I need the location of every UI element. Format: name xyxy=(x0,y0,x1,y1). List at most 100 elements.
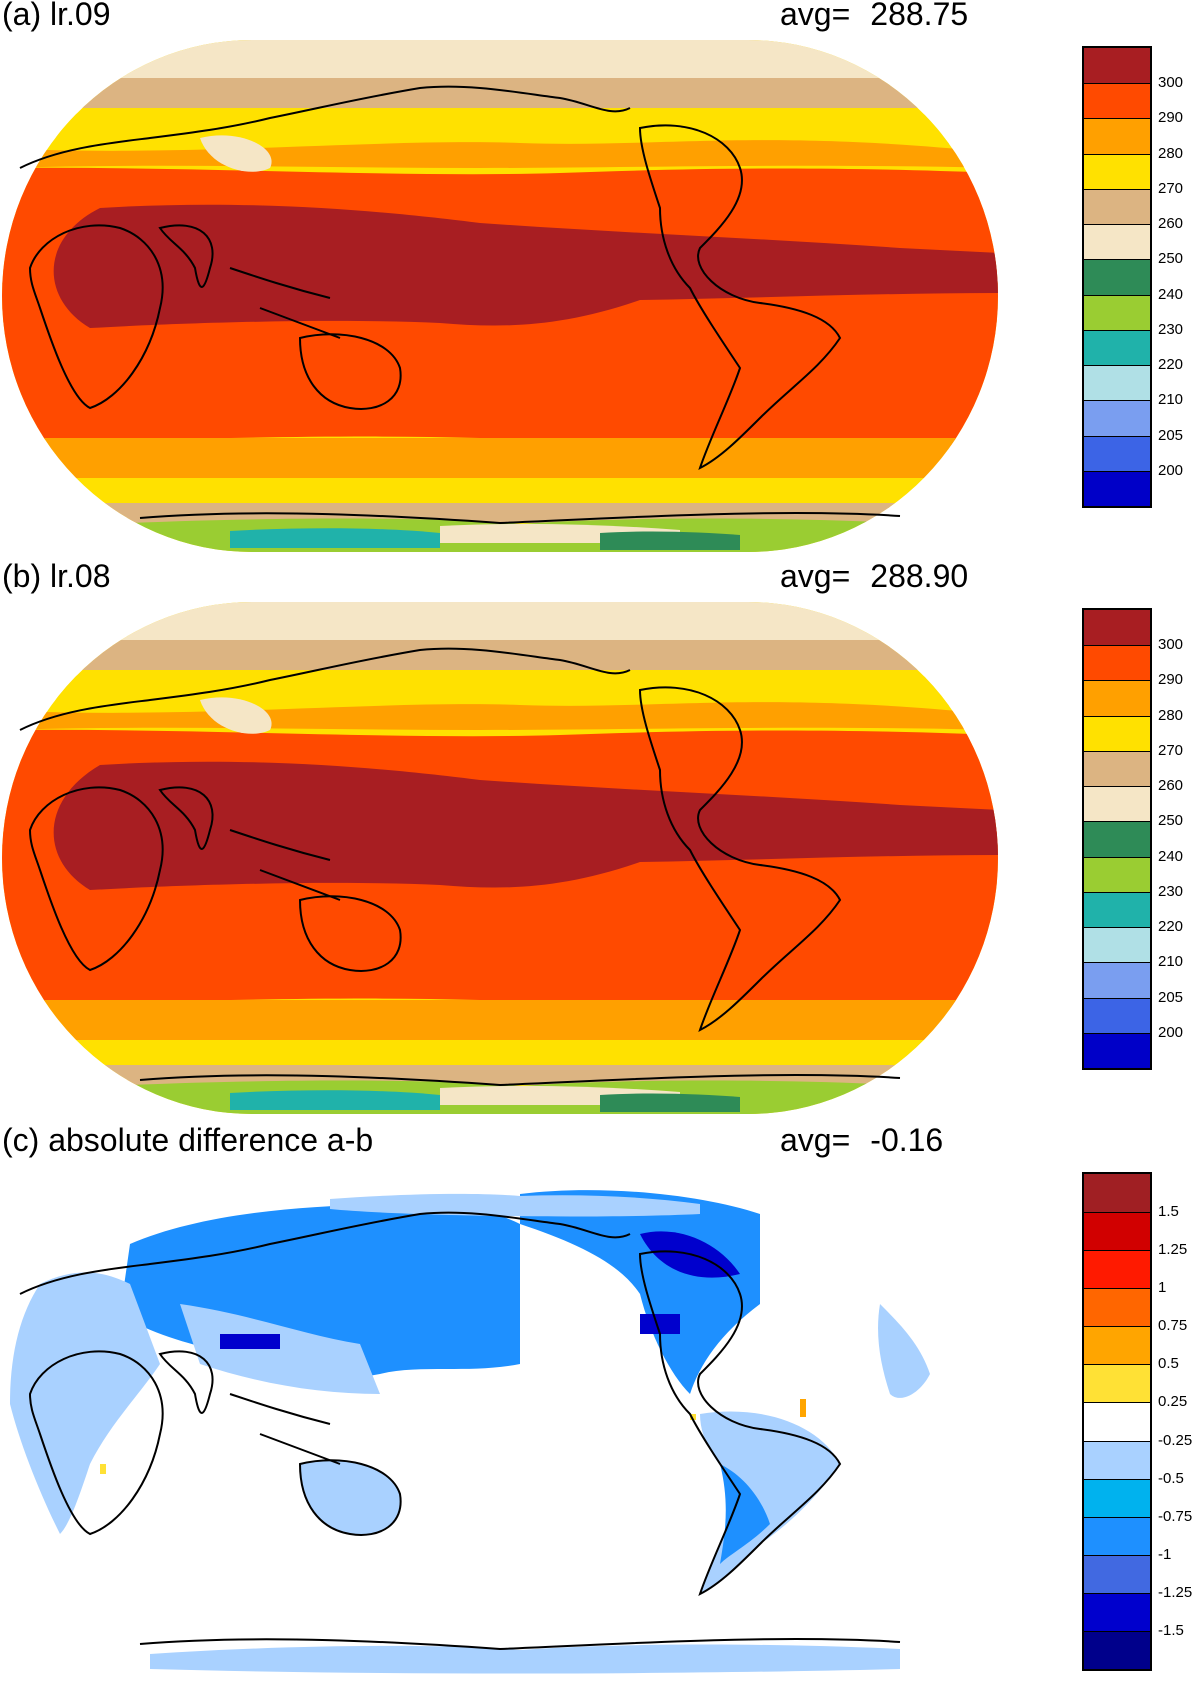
colorbar-swatch xyxy=(1084,259,1150,296)
colorbar-tick-label: 250 xyxy=(1158,250,1184,268)
colorbar-separator xyxy=(1084,153,1150,155)
colorbar-separator xyxy=(1084,224,1150,226)
colorbar-tick-label: -1.5 xyxy=(1158,1621,1184,1639)
temperature-map xyxy=(2,40,998,552)
panel-title: (c) absolute difference a-b xyxy=(2,1122,374,1158)
colorbar xyxy=(1082,1172,1152,1671)
colorbar-tick-label: 280 xyxy=(1158,706,1184,724)
colorbar-swatch xyxy=(1084,1592,1150,1632)
panel-c: (c) absolute difference a-b avg= -0.16 xyxy=(0,1122,1194,1677)
colorbar-tick-label: 0.75 xyxy=(1158,1317,1188,1335)
colorbar-separator xyxy=(1084,1440,1150,1442)
americas-outline xyxy=(638,124,842,470)
colorbar-separator xyxy=(1084,1402,1150,1404)
colorbar-separator xyxy=(1084,1516,1150,1518)
subarctic-band xyxy=(2,78,998,108)
colorbar-swatch xyxy=(1084,891,1150,928)
colorbar-tick-label: 200 xyxy=(1158,461,1184,479)
colorbar-separator xyxy=(1084,1478,1150,1480)
colorbar-tick-label: 270 xyxy=(1158,179,1184,197)
panel-title: (b) lr.08 xyxy=(2,558,111,594)
colorbar-swatch xyxy=(1084,680,1150,717)
coastlines xyxy=(19,1211,901,1651)
avg-value: 288.90 xyxy=(870,558,969,594)
colorbar-separator xyxy=(1084,329,1150,331)
colorbar-separator xyxy=(1084,118,1150,120)
colorbar-swatch xyxy=(1084,118,1150,155)
colorbar-tick-label: 205 xyxy=(1158,988,1184,1006)
colorbar-swatch xyxy=(1084,48,1150,84)
colorbar-swatch xyxy=(1084,1478,1150,1518)
colorbar-separator xyxy=(1084,680,1150,682)
colorbar-tick-label: -0.75 xyxy=(1158,1507,1193,1525)
colorbar-tick-label: 0.5 xyxy=(1158,1355,1179,1373)
colorbar-swatch xyxy=(1084,365,1150,401)
colorbar-separator xyxy=(1084,750,1150,752)
panel-average: avg= 288.75 xyxy=(780,0,968,34)
colorbar-separator xyxy=(1084,645,1150,647)
colorbar-swatch xyxy=(1084,1364,1150,1403)
colorbar-swatch xyxy=(1084,1440,1150,1480)
colorbar-swatch xyxy=(1084,224,1150,260)
colorbar-separator xyxy=(1084,1326,1150,1328)
colorbar-separator xyxy=(1084,1250,1150,1252)
colorbar-separator xyxy=(1084,856,1150,858)
colorbar-swatch xyxy=(1084,1250,1150,1289)
colorbar-swatch xyxy=(1084,1516,1150,1556)
colorbar-tick-label: 220 xyxy=(1158,918,1184,936)
avg-label: avg= xyxy=(780,0,851,32)
colorbar-swatch xyxy=(1084,715,1150,752)
colorbar-tick-label: 210 xyxy=(1158,391,1184,409)
colorbar-swatch xyxy=(1084,821,1150,858)
colorbar-swatch xyxy=(1084,1402,1150,1442)
colorbar-swatch xyxy=(1084,329,1150,366)
colorbar-separator xyxy=(1084,1212,1150,1214)
colorbar-tick-label: 220 xyxy=(1158,356,1184,374)
colorbar-swatch xyxy=(1084,750,1150,787)
colorbar-swatch xyxy=(1084,1630,1150,1670)
colorbar-tick-label: 200 xyxy=(1158,1023,1184,1041)
avg-label: avg= xyxy=(780,1122,851,1158)
colorbar-tick-label: 300 xyxy=(1158,636,1184,654)
colorbar-tick-label: 270 xyxy=(1158,741,1184,759)
panel-title: (a) lr.09 xyxy=(2,0,111,32)
colorbar-separator xyxy=(1084,927,1150,929)
colorbar-swatch xyxy=(1084,786,1150,822)
colorbar-separator xyxy=(1084,1592,1150,1594)
colorbar-separator xyxy=(1084,365,1150,367)
colorbar-separator xyxy=(1084,1554,1150,1556)
colorbar-swatch xyxy=(1084,83,1150,119)
colorbar-tick-label: 205 xyxy=(1158,426,1184,444)
colorbar-swatch xyxy=(1084,1032,1150,1069)
colorbar-swatch xyxy=(1084,294,1150,331)
colorbar-separator xyxy=(1084,294,1150,296)
colorbar-swatch xyxy=(1084,645,1150,681)
colorbar-tick-label: -0.25 xyxy=(1158,1431,1193,1449)
colorbar-swatch xyxy=(1084,153,1150,190)
australia-outline xyxy=(298,333,402,410)
colorbar-tick-label: 240 xyxy=(1158,285,1184,303)
colorbar-swatch xyxy=(1084,1326,1150,1365)
colorbar-separator xyxy=(1084,997,1150,999)
colorbar-swatch xyxy=(1084,1288,1150,1327)
colorbar-separator xyxy=(1084,715,1150,717)
colorbar-tick-label: -1.25 xyxy=(1158,1583,1193,1601)
difference-field xyxy=(10,1190,930,1674)
colorbar-swatch xyxy=(1084,1554,1150,1594)
colorbar-tick-label: 1 xyxy=(1158,1279,1167,1297)
panel-a: (a) lr.09 avg= 288.75 xyxy=(0,0,1194,552)
colorbar-separator xyxy=(1084,470,1150,472)
colorbar-swatch xyxy=(1084,400,1150,437)
colorbar-tick-label: 300 xyxy=(1158,74,1184,92)
colorbar-tick-label: -0.5 xyxy=(1158,1469,1184,1487)
colorbar-swatch xyxy=(1084,188,1150,225)
colorbar-separator xyxy=(1084,259,1150,261)
colorbar-tick-label: 260 xyxy=(1158,777,1184,795)
colorbar-separator xyxy=(1084,83,1150,85)
colorbar-tick-label: 240 xyxy=(1158,847,1184,865)
colorbar-separator xyxy=(1084,821,1150,823)
colorbar-separator xyxy=(1084,962,1150,964)
colorbar-separator xyxy=(1084,891,1150,893)
temperature-map xyxy=(2,602,998,1114)
avg-value: 288.75 xyxy=(870,0,969,32)
